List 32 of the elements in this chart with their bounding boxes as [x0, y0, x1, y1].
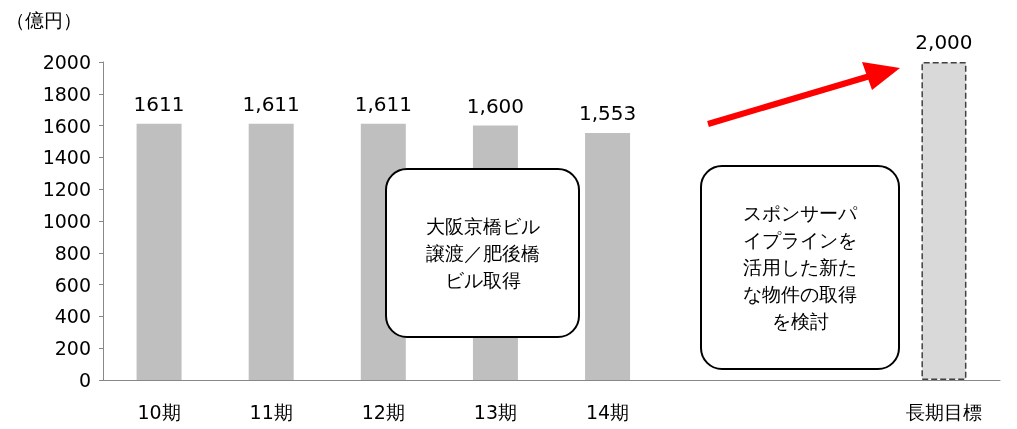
data-label: 1,611	[354, 91, 412, 116]
x-tick-label: 11期	[249, 400, 293, 423]
x-tick-label: 10期	[137, 400, 181, 423]
bar	[921, 62, 967, 380]
y-axis-title: （億円）	[6, 8, 82, 33]
y-tick-label: 1200	[42, 178, 91, 201]
y-tick-label: 1600	[42, 114, 91, 137]
data-label: 1,611	[242, 91, 300, 116]
y-tick-label: 400	[54, 305, 91, 328]
x-tick-label: 長期目標	[905, 400, 982, 423]
y-tick-label: 600	[54, 273, 91, 296]
data-label: 1,600	[466, 93, 525, 118]
y-tick-label: 0	[78, 369, 91, 391]
bar	[136, 123, 182, 380]
bar	[248, 123, 294, 380]
data-label: 1,553	[578, 101, 637, 126]
y-tick-label: 2000	[42, 51, 91, 73]
data-label: 1611	[133, 91, 185, 116]
y-tick-label: 200	[54, 337, 91, 360]
x-tick-label: 14期	[585, 400, 630, 423]
annotation: スポンサーパイプラインを活用した新たな物件の取得を検討	[742, 201, 858, 334]
bar	[585, 133, 631, 380]
x-tick-label: 13期	[473, 400, 518, 423]
y-tick-label: 1800	[42, 82, 91, 105]
y-tick-label: 1000	[42, 210, 91, 232]
y-tick-label: 1400	[42, 146, 91, 169]
speech-bubble: スポンサーパイプラインを活用した新たな物件の取得を検討	[700, 165, 900, 370]
speech-bubble: 大阪京橋ビル譲渡／肥後橋ビル取得	[385, 168, 580, 338]
annotation: 大阪京橋ビル譲渡／肥後橋ビル取得	[424, 213, 541, 293]
data-label: 2,000	[915, 30, 973, 54]
x-tick-label: 12期	[361, 400, 405, 423]
y-tick-label: 800	[54, 241, 91, 264]
